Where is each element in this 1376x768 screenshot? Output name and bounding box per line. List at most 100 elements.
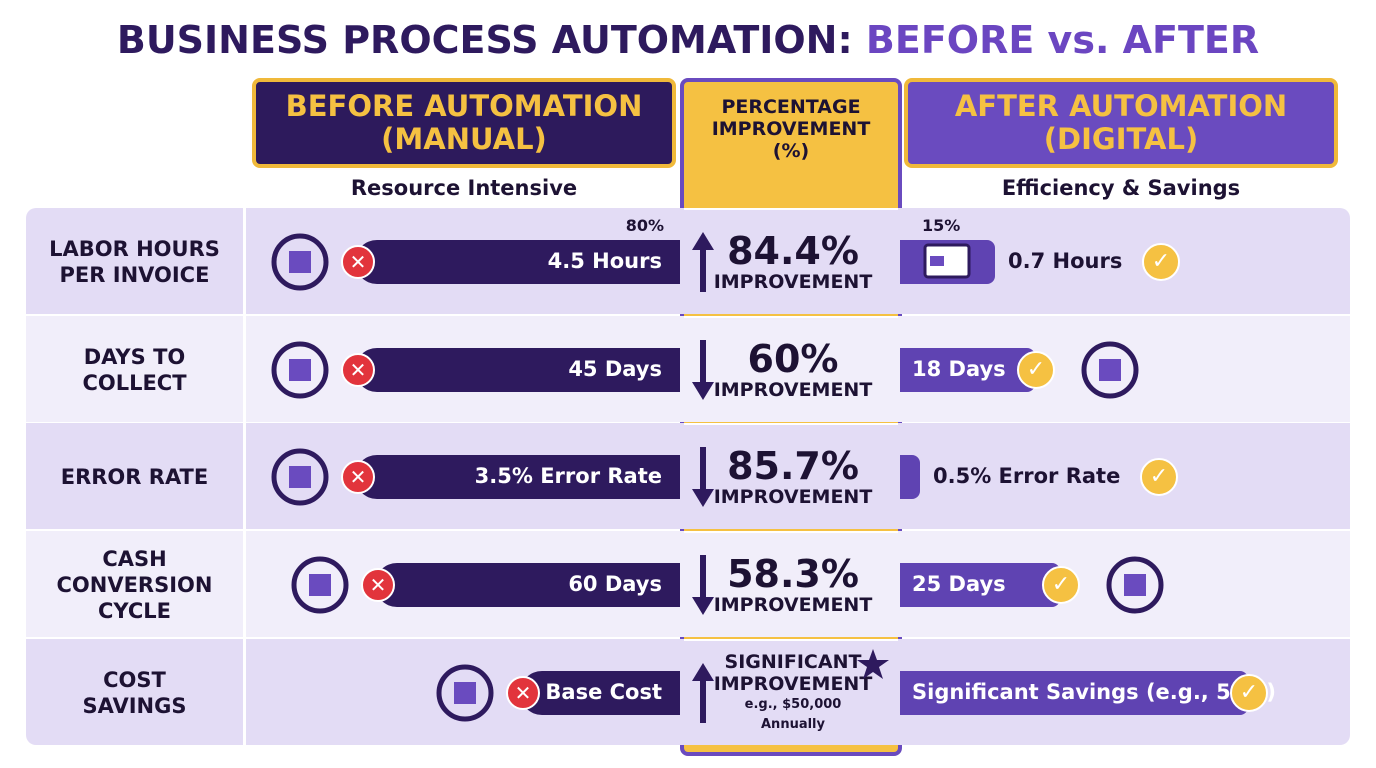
before-value: 60 Days bbox=[568, 571, 662, 596]
title-accent: BEFORE vs. AFTER bbox=[865, 18, 1260, 62]
middle-header: PERCENTAGE IMPROVEMENT (%) bbox=[680, 96, 902, 162]
improvement-line: e.g., $50,000 Annually bbox=[744, 696, 842, 732]
before-pct: 80% bbox=[625, 216, 664, 235]
before-bar bbox=[375, 562, 680, 607]
row-label-line: DAYS TO bbox=[83, 344, 186, 369]
row-background bbox=[26, 208, 1350, 314]
improvement-line: 85.7% bbox=[727, 443, 859, 488]
x-icon: ✕ bbox=[341, 459, 375, 494]
before-value: 45 Days bbox=[568, 356, 662, 381]
row-label-line: COST bbox=[103, 667, 166, 692]
before-value: Base Cost bbox=[545, 679, 662, 704]
after-icon bbox=[922, 242, 972, 282]
improvement: 85.7% IMPROVEMENT bbox=[712, 423, 874, 530]
before-icon bbox=[430, 658, 500, 728]
row-separator bbox=[243, 423, 246, 530]
after-icon bbox=[1100, 550, 1170, 620]
row-separator bbox=[243, 316, 246, 423]
improvement: 58.3% IMPROVEMENT bbox=[712, 531, 874, 638]
row-separator bbox=[243, 531, 246, 638]
before-bar bbox=[355, 347, 680, 392]
after-value: 0.7 Hours bbox=[1008, 248, 1123, 273]
row-label-line: CONVERSION bbox=[56, 572, 213, 597]
row-divider bbox=[684, 316, 898, 318]
star-icon bbox=[856, 647, 890, 681]
after-value: Significant Savings (e.g., 50%) bbox=[912, 679, 1276, 704]
middle-header-line: (%) bbox=[772, 140, 810, 162]
row-background bbox=[26, 316, 1350, 422]
row-label: COST SAVINGS bbox=[26, 639, 243, 746]
check-icon: ✓ bbox=[1140, 457, 1178, 496]
x-icon: ✕ bbox=[506, 675, 540, 710]
middle-header-line: PERCENTAGE bbox=[721, 96, 861, 118]
after-value: 25 Days bbox=[912, 571, 1006, 596]
row-label-line: COLLECT bbox=[82, 370, 187, 395]
row-label: ERROR RATE bbox=[26, 423, 243, 530]
improvement-line: IMPROVEMENT bbox=[713, 485, 873, 508]
before-value: 4.5 Hours bbox=[547, 248, 662, 273]
row-background bbox=[26, 423, 1350, 529]
check-icon: ✓ bbox=[1017, 350, 1055, 389]
title: BUSINESS PROCESS AUTOMATION: BEFORE vs. … bbox=[0, 18, 1376, 62]
check-icon: ✓ bbox=[1042, 565, 1080, 604]
before-header-line: BEFORE AUTOMATION bbox=[285, 89, 643, 123]
row-label: CASH CONVERSION CYCLE bbox=[26, 531, 243, 638]
after-header: AFTER AUTOMATION (DIGITAL) bbox=[904, 78, 1338, 168]
row-divider bbox=[684, 423, 898, 425]
before-subtitle: Resource Intensive bbox=[350, 176, 578, 200]
after-subtitle: Efficiency & Savings bbox=[1001, 176, 1241, 200]
check-icon: ✓ bbox=[1142, 242, 1180, 281]
check-icon: ✓ bbox=[1230, 673, 1268, 712]
before-header-line: (MANUAL) bbox=[381, 122, 547, 156]
x-icon: ✕ bbox=[341, 244, 375, 279]
improvement-arrow bbox=[690, 445, 716, 509]
before-icon bbox=[285, 550, 355, 620]
row-label-line: PER INVOICE bbox=[59, 262, 210, 287]
row-label-line: CYCLE bbox=[97, 598, 171, 623]
after-value: 0.5% Error Rate bbox=[933, 463, 1121, 488]
after-bar bbox=[900, 454, 920, 499]
improvement-line: 58.3% bbox=[727, 551, 859, 596]
row-label: LABOR HOURS PER INVOICE bbox=[26, 208, 243, 315]
row-label: DAYS TO COLLECT bbox=[26, 316, 243, 423]
before-icon bbox=[265, 335, 335, 405]
after-pct: 15% bbox=[922, 216, 961, 235]
before-bar bbox=[355, 454, 680, 499]
improvement-line: IMPROVEMENT bbox=[713, 593, 873, 616]
after-header-line: (DIGITAL) bbox=[1043, 122, 1199, 156]
title-main: BUSINESS PROCESS AUTOMATION: bbox=[116, 18, 853, 62]
row-divider bbox=[684, 208, 898, 210]
improvement: 60% IMPROVEMENT bbox=[712, 316, 874, 423]
row-label-line: CASH bbox=[102, 546, 167, 571]
before-value: 3.5% Error Rate bbox=[474, 463, 662, 488]
improvement-line: 60% bbox=[747, 336, 839, 381]
improvement-arrow bbox=[690, 230, 716, 294]
row-divider bbox=[684, 639, 898, 641]
improvement-line: IMPROVEMENT bbox=[713, 378, 873, 401]
improvement-line: SIGNIFICANT bbox=[724, 650, 862, 673]
improvement-arrow bbox=[690, 338, 716, 402]
before-bar bbox=[520, 670, 680, 715]
before-header: BEFORE AUTOMATION (MANUAL) bbox=[252, 78, 676, 168]
after-header-line: AFTER AUTOMATION bbox=[954, 89, 1288, 123]
row-divider bbox=[684, 531, 898, 533]
improvement-line: IMPROVEMENT bbox=[713, 672, 873, 695]
after-bar bbox=[900, 670, 1248, 715]
before-icon bbox=[265, 442, 335, 512]
row-label-line: SAVINGS bbox=[82, 693, 187, 718]
row-label-line: LABOR HOURS bbox=[49, 236, 220, 261]
row-separator bbox=[243, 639, 246, 746]
after-bar bbox=[900, 562, 1060, 607]
before-bar bbox=[355, 239, 680, 284]
middle-header-line: IMPROVEMENT bbox=[711, 118, 871, 140]
x-icon: ✕ bbox=[361, 567, 395, 602]
row-label-line: ERROR RATE bbox=[60, 464, 209, 489]
improvement-line: IMPROVEMENT bbox=[713, 270, 873, 293]
row-separator bbox=[243, 208, 246, 315]
before-icon bbox=[265, 227, 335, 297]
improvement-arrow bbox=[690, 661, 716, 725]
x-icon: ✕ bbox=[341, 352, 375, 387]
improvement-arrow bbox=[690, 553, 716, 617]
improvement: 84.4% IMPROVEMENT bbox=[712, 208, 874, 315]
